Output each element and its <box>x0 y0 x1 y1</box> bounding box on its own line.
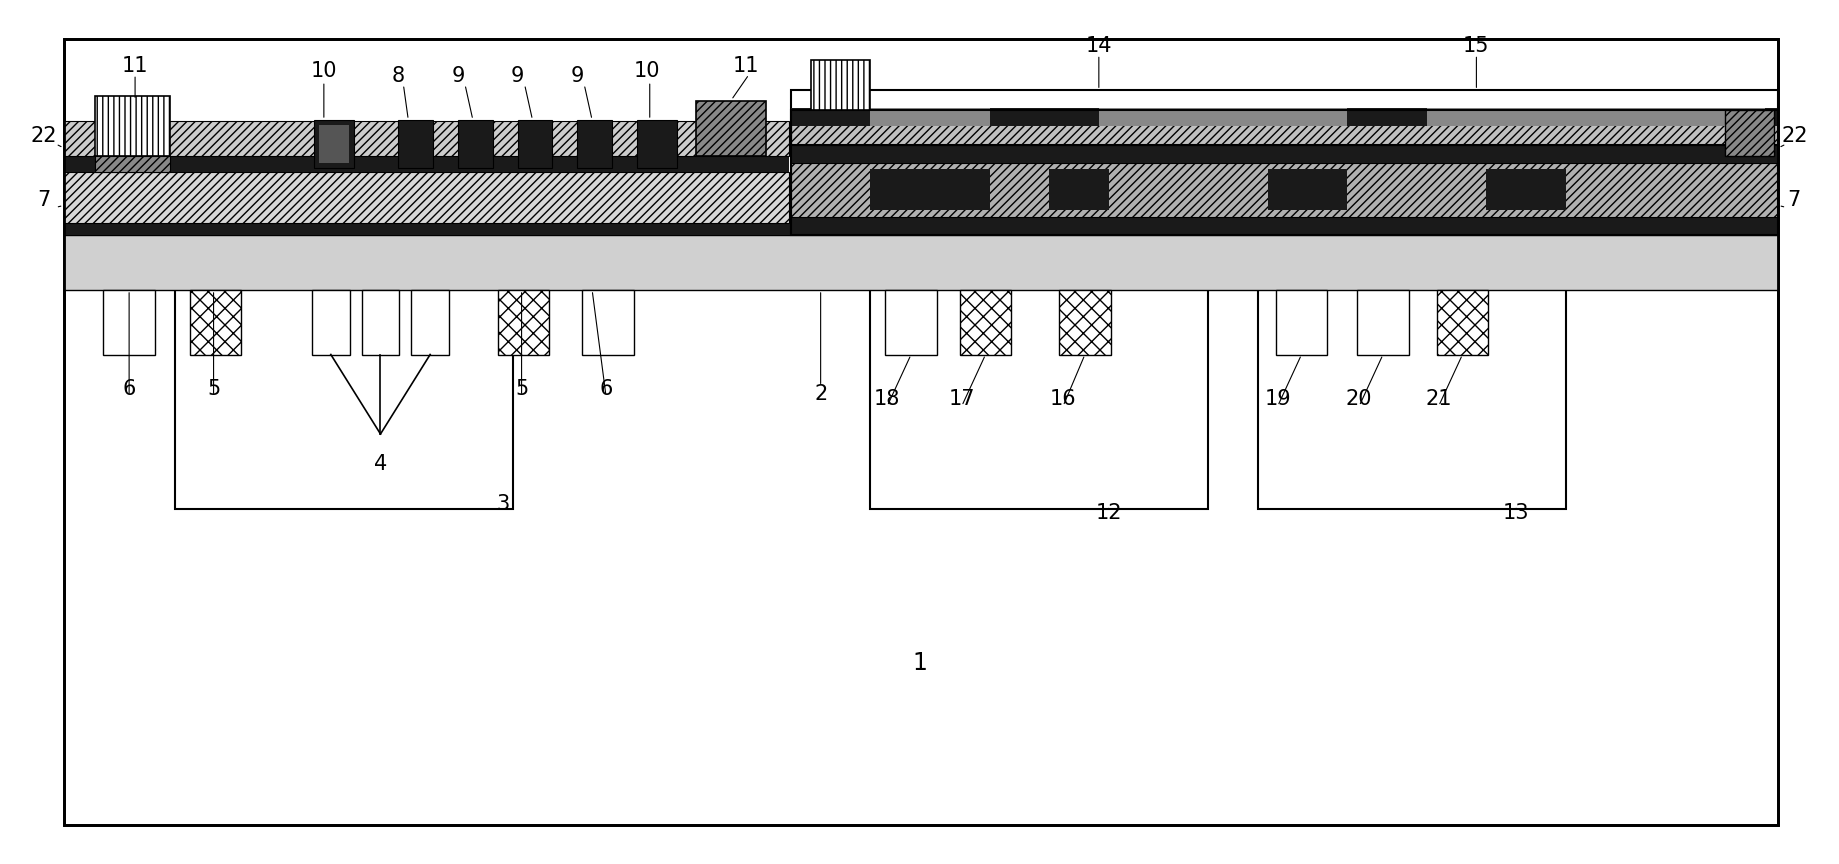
Bar <box>1357 290 1409 354</box>
Bar <box>791 108 1778 126</box>
Bar <box>1723 110 1773 156</box>
Bar <box>870 168 989 211</box>
Bar <box>64 172 789 224</box>
Text: 22: 22 <box>31 126 57 146</box>
Bar <box>64 224 1778 235</box>
Bar <box>362 290 399 354</box>
Text: 13: 13 <box>1502 504 1528 524</box>
Bar <box>96 156 169 172</box>
Text: 5: 5 <box>206 379 221 399</box>
Text: 2: 2 <box>813 384 828 404</box>
Bar <box>811 60 870 110</box>
Bar <box>399 120 432 168</box>
Bar <box>498 290 550 354</box>
Text: 10: 10 <box>311 61 337 81</box>
Text: 3: 3 <box>497 493 509 513</box>
Bar <box>189 290 241 354</box>
Bar <box>791 145 1778 162</box>
Bar <box>1274 290 1326 354</box>
Text: 7: 7 <box>37 190 50 211</box>
Bar <box>64 235 1778 290</box>
Bar <box>517 120 552 168</box>
Bar <box>791 218 1778 235</box>
Bar <box>960 290 1011 354</box>
Text: 18: 18 <box>874 389 899 410</box>
Bar <box>1258 280 1565 509</box>
Bar <box>318 125 349 162</box>
Text: 10: 10 <box>633 61 660 81</box>
Text: 6: 6 <box>600 379 612 399</box>
Bar <box>791 110 1778 145</box>
Text: 6: 6 <box>123 379 136 399</box>
Bar <box>791 110 1778 235</box>
Text: 15: 15 <box>1462 36 1490 56</box>
Bar <box>870 280 1208 509</box>
Text: 9: 9 <box>570 67 583 86</box>
Bar <box>870 108 989 126</box>
Text: 20: 20 <box>1344 389 1372 410</box>
Text: 8: 8 <box>392 67 405 86</box>
Bar <box>458 120 493 168</box>
Bar <box>1048 168 1109 211</box>
Text: 16: 16 <box>1050 389 1076 410</box>
Text: 17: 17 <box>947 389 975 410</box>
Bar <box>1098 108 1346 126</box>
Bar <box>636 120 677 168</box>
Text: 19: 19 <box>1263 389 1291 410</box>
Bar <box>581 290 633 354</box>
Bar <box>103 290 154 354</box>
Text: 12: 12 <box>1094 504 1122 524</box>
Bar <box>1436 290 1488 354</box>
Bar <box>791 162 1778 218</box>
Text: 22: 22 <box>1780 126 1806 146</box>
Text: 21: 21 <box>1425 389 1451 410</box>
Bar <box>175 280 513 509</box>
Bar <box>64 121 789 156</box>
Bar <box>1486 168 1565 211</box>
Text: 14: 14 <box>1085 36 1111 56</box>
Bar <box>412 290 449 354</box>
Text: 9: 9 <box>511 67 524 86</box>
Bar <box>313 290 349 354</box>
Text: 5: 5 <box>515 379 528 399</box>
Text: 11: 11 <box>121 56 149 76</box>
Text: 7: 7 <box>1788 190 1800 211</box>
Text: 4: 4 <box>373 454 386 473</box>
Bar <box>64 156 789 172</box>
Text: 11: 11 <box>732 56 760 76</box>
Bar <box>885 290 936 354</box>
Bar <box>791 90 1778 145</box>
Bar <box>96 96 169 156</box>
Bar <box>1267 168 1346 211</box>
Bar <box>577 120 612 168</box>
Text: 9: 9 <box>451 67 465 86</box>
Bar <box>314 120 353 168</box>
Bar <box>1059 290 1111 354</box>
Bar <box>697 101 765 156</box>
Text: 1: 1 <box>912 651 927 675</box>
Bar <box>1425 108 1764 126</box>
